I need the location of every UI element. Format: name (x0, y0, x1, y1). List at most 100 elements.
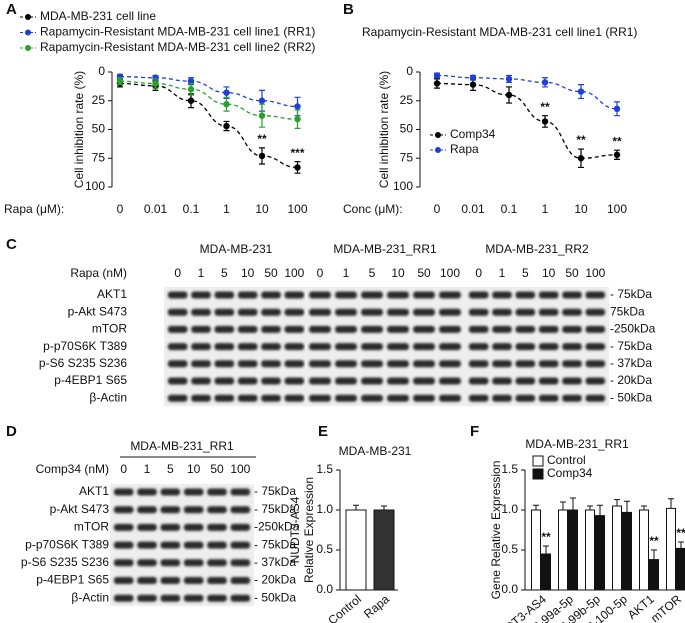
legend-swatch (25, 45, 31, 51)
data-point (258, 152, 266, 160)
bar (558, 509, 568, 591)
x-tick-label: Rapa (361, 592, 392, 621)
data-point (433, 72, 441, 79)
blot-band (230, 541, 251, 549)
row-label: p-p70S6K T389 (43, 339, 127, 353)
fit-line (119, 82, 298, 169)
blot-band (439, 360, 461, 368)
blot-background (164, 287, 308, 407)
y-tick-label: 0 (406, 64, 413, 78)
error-bar (651, 549, 657, 560)
lane-label: 10 (542, 266, 556, 280)
blot-band (237, 360, 258, 368)
lane-label: 50 (565, 266, 579, 280)
row-label: p-4EBP1 S65 (36, 573, 109, 587)
x-tick-label: 0.1 (183, 202, 200, 216)
x-tick-label: 0 (117, 202, 124, 216)
blot-band (113, 506, 134, 514)
group-header: MDA-MB-231 (200, 242, 273, 256)
blot-band (515, 394, 536, 402)
size-marker: - 75kDa (610, 287, 652, 301)
bar (345, 509, 367, 591)
y-tick-label: 0.5 (316, 542, 333, 556)
blot-band (191, 360, 211, 368)
blot-band (562, 394, 582, 402)
row-label: p-4EBP1 S65 (54, 373, 127, 387)
blot-band (538, 394, 559, 402)
blot-band (207, 488, 227, 496)
data-point (294, 103, 301, 110)
blot-band (183, 506, 204, 514)
panel-label: B (343, 1, 354, 18)
blot-band (183, 488, 204, 496)
blot-band (538, 360, 559, 368)
data-point (469, 74, 477, 81)
legend-swatch (435, 147, 441, 153)
size-marker: -250kDa (610, 322, 656, 336)
blot-band (515, 360, 536, 368)
blot-background (465, 287, 609, 407)
blot-band (167, 325, 188, 333)
blot-band (207, 559, 227, 567)
y-tick-label: 100 (85, 179, 105, 193)
group-header: MDA-MB-231_RR2 (485, 242, 589, 256)
blot-band (309, 308, 331, 316)
blot-band (261, 343, 281, 351)
data-point (613, 151, 621, 158)
blot-band (361, 394, 383, 402)
chart-title: MDA-MB-231 (339, 444, 412, 458)
blot-band (207, 577, 227, 584)
lane-label: 100 (230, 462, 250, 476)
blot-band (284, 291, 305, 299)
blot-band (214, 343, 235, 351)
y-tick-label: 75 (92, 150, 106, 164)
legend-label: Rapa (450, 142, 479, 156)
lane-label: 100 (440, 266, 460, 280)
blot-band (439, 325, 461, 333)
blot-band (230, 559, 251, 567)
blot-band (207, 594, 227, 602)
blot-band (191, 325, 211, 333)
blot-band (113, 594, 134, 602)
data-point (258, 97, 266, 104)
blot-band (214, 308, 235, 316)
panel-label: F (470, 423, 479, 440)
data-point (116, 78, 124, 85)
data-point (541, 79, 549, 86)
blot-band (113, 488, 134, 496)
lane-label: 0 (174, 266, 181, 280)
bar (595, 515, 605, 591)
blot-band (113, 577, 134, 584)
data-point (294, 115, 301, 123)
significance: ** (649, 534, 659, 548)
blot-band (492, 325, 512, 333)
y-axis-label: NUDT3-AS4 (288, 496, 302, 563)
blot-band (361, 343, 383, 351)
blot-band (167, 291, 188, 299)
error-bar (587, 505, 593, 510)
size-marker: - 20kDa (254, 573, 296, 587)
blot-band (562, 377, 582, 385)
significance: ** (541, 530, 551, 544)
blot-band (309, 325, 331, 333)
blot-band (468, 360, 489, 368)
blot-band (237, 308, 258, 316)
blot-band (160, 488, 181, 496)
blot-band (335, 325, 357, 333)
lane-label: 50 (264, 266, 278, 280)
blot-band (261, 291, 281, 299)
blot-band (237, 343, 258, 351)
lane-label: 10 (241, 266, 255, 280)
blot-band (585, 325, 606, 333)
x-tick-label: Control (325, 592, 364, 623)
x-tick-label: 0.01 (461, 202, 485, 216)
blot-band (439, 394, 461, 402)
blot-band (237, 377, 258, 385)
blot-band (439, 377, 461, 385)
blot-band (439, 291, 461, 299)
data-point (577, 88, 585, 95)
blot-band (562, 291, 582, 299)
data-point (187, 78, 195, 85)
blot-band (562, 343, 582, 351)
